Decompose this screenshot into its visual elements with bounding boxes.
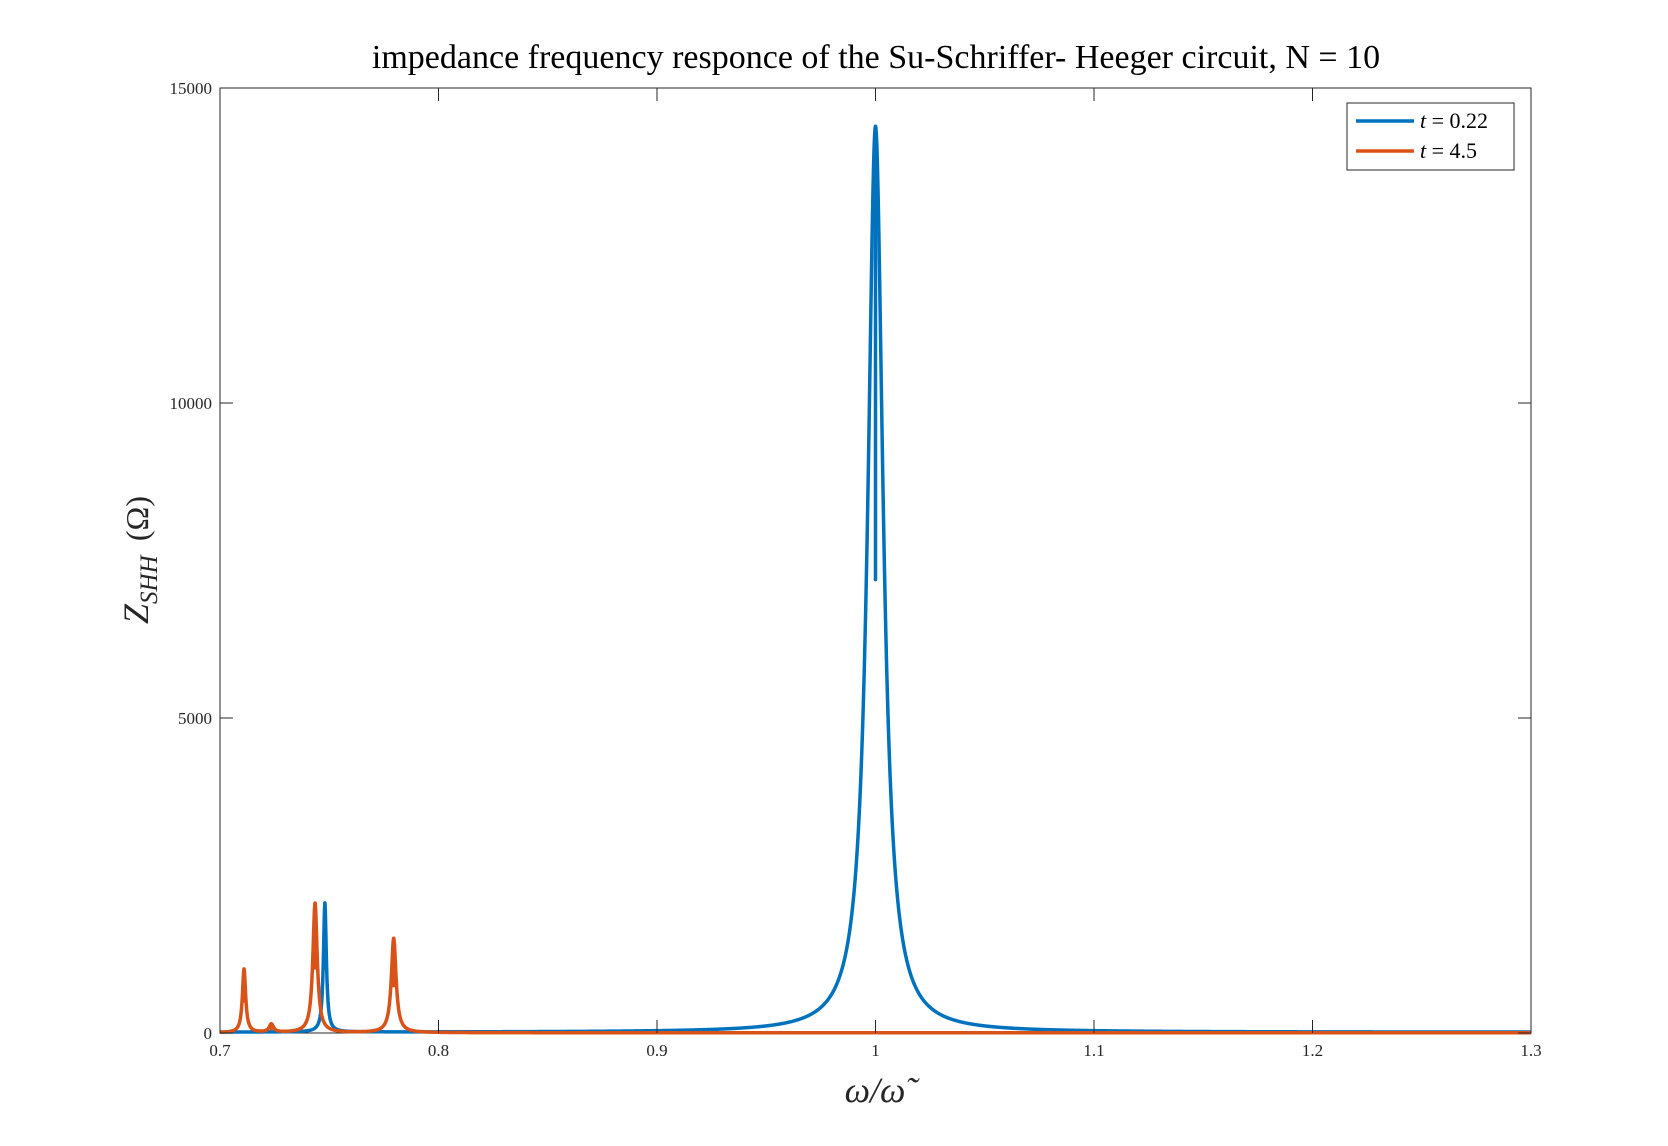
legend-label-t45: t = 4.5 [1420,138,1477,163]
plot-area: 0.7 0.8 0.9 1 1.1 1.2 1.3 0 5000 10000 15000 [170,79,1542,1060]
x-tick-label: 0.8 [428,1041,449,1060]
y-axis-label-subscript: SHH [136,553,163,604]
y-axis-label: ZSHH (Ω) [116,496,163,624]
legend-label-t022: t = 0.22 [1420,108,1488,133]
y-tick-label: 15000 [170,79,213,98]
x-tick-label: 0.7 [209,1041,231,1060]
legend-var-t022: t [1420,108,1427,133]
svg-text:ZSHH (Ω): ZSHH (Ω) [116,496,163,624]
y-tick-label: 0 [204,1024,213,1043]
x-tick-label: 1.3 [1520,1041,1541,1060]
ticks-layer: 0.7 0.8 0.9 1 1.1 1.2 1.3 0 5000 10000 15000 [170,79,1542,1060]
y-tick-label: 5000 [178,709,212,728]
y-axis-label-unit: (Ω) [119,496,155,541]
y-axis-label-main: Z [116,603,156,624]
legend: t = 0.22 t = 4.5 [1346,102,1515,171]
y-tick-label: 10000 [170,394,213,413]
x-tick-label: 0.9 [646,1041,667,1060]
legend-value-t45: 4.5 [1450,138,1478,163]
chart-title: impedance frequency responce of the Su-S… [372,39,1380,76]
legend-var-t45: t [1420,138,1427,163]
x-tick-label: 1.1 [1083,1041,1104,1060]
legend-value-t022: 0.22 [1450,108,1489,133]
x-tick-label: 1.2 [1302,1041,1323,1060]
x-tick-label: 1 [871,1041,880,1060]
legend-box [1346,102,1515,171]
